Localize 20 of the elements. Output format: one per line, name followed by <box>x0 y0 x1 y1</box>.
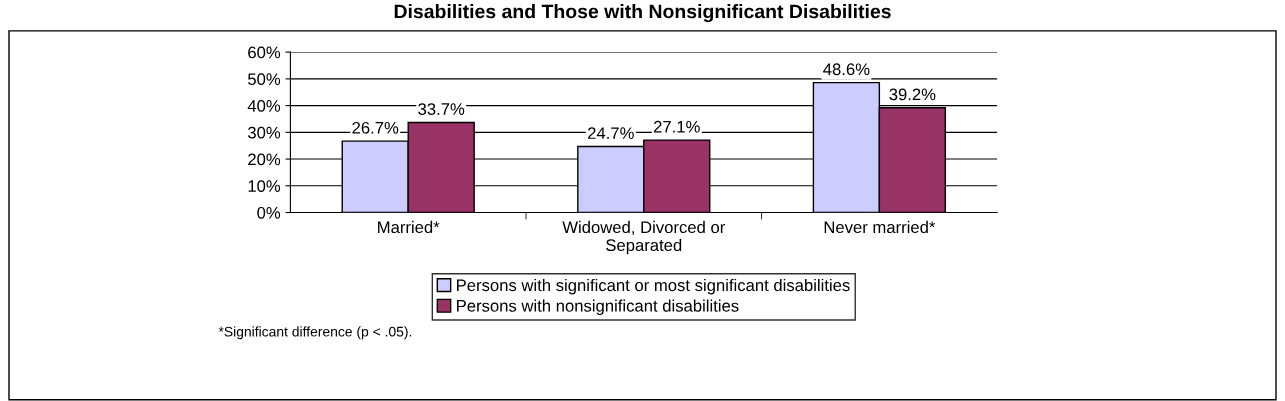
y-tick-label: 50% <box>248 73 281 86</box>
data-label: 24.7% <box>588 127 634 139</box>
x-tick-label: Married* <box>378 220 440 234</box>
chart-title: Disabilities and Those with Nonsignificant Disabilities <box>394 4 891 23</box>
data-label: 33.7% <box>418 103 465 115</box>
data-label: 26.7% <box>352 121 399 134</box>
data-label: 48.6% <box>823 63 870 76</box>
legend-label: Persons with significant or most significant disabilities <box>457 278 850 295</box>
x-tick-label: Never married* <box>824 220 936 234</box>
y-tick-label: 20% <box>248 153 281 166</box>
y-tick-label: 60% <box>248 46 281 59</box>
x-tick-label: Widowed, Divorced or Separated <box>562 220 726 255</box>
text: *Significant difference (p < .05). <box>218 326 412 340</box>
y-tick-label: 10% <box>248 180 281 192</box>
y-tick-label: 30% <box>247 126 281 139</box>
data-label: 27.1% <box>653 120 700 133</box>
y-tick-label: 0% <box>257 206 281 219</box>
data-label: 39.2% <box>889 88 936 101</box>
y-tick-label: 40% <box>247 100 281 112</box>
legend-label: Persons with nonsignificant disabilities <box>457 299 739 316</box>
